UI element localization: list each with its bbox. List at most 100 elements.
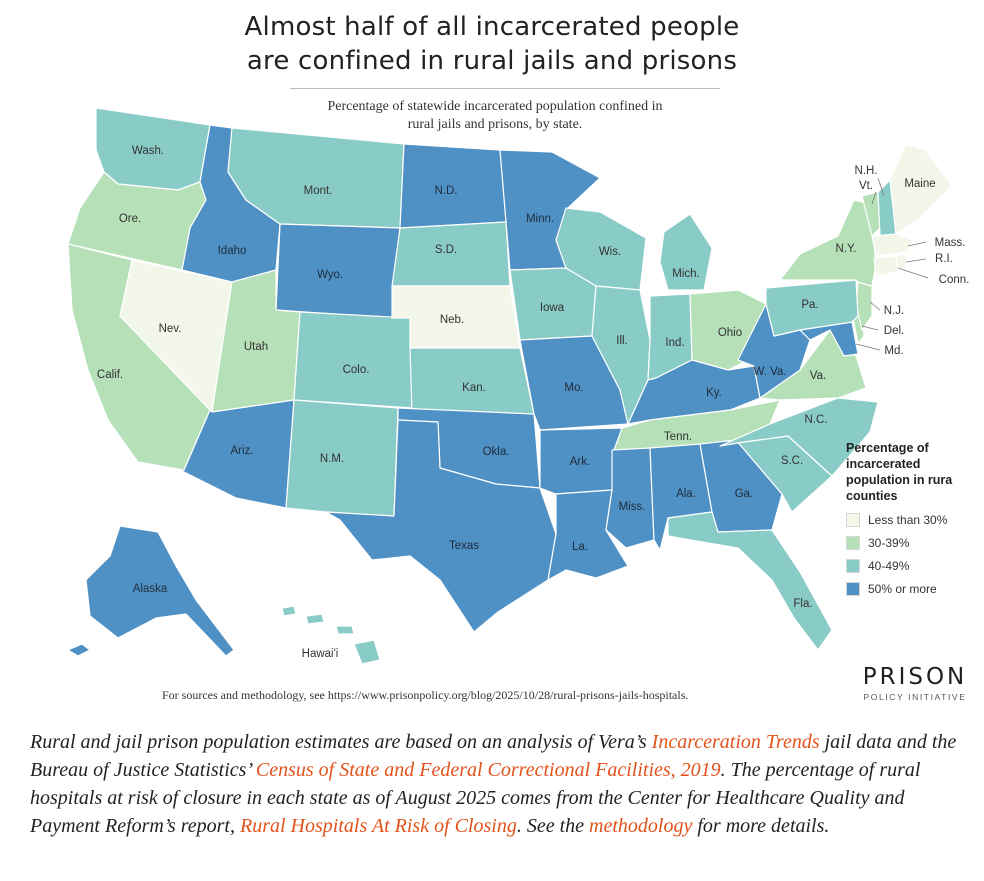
caption: Rural and jail prison population estimat… <box>30 728 970 840</box>
label-alaska: Alaska <box>133 583 168 595</box>
caption-text: jail data and the Bureau of Justice Stat… <box>30 731 957 781</box>
state-nc <box>719 397 879 477</box>
label-maine: Maine <box>904 178 935 190</box>
logo-main-text: PRISON <box>862 664 968 690</box>
label-nd: N.D. <box>435 185 458 197</box>
caption-text: for more details. <box>692 815 830 837</box>
label-nm: N.M. <box>320 453 344 465</box>
state-hawaii-3 <box>335 625 355 635</box>
state-hawaii-2 <box>305 613 325 625</box>
legend-item: 40-49% <box>846 559 976 573</box>
label-ind: Ind. <box>665 337 684 349</box>
label-nj: N.J. <box>884 305 904 317</box>
label-ohio: Ohio <box>718 327 742 339</box>
label-leader-lines <box>855 177 929 351</box>
label-nc: N.C. <box>805 414 828 426</box>
title-line-1: Almost half of all incarcerated people <box>244 12 740 42</box>
label-pa: Pa. <box>801 299 818 311</box>
legend-title-line-1: Percentage of <box>846 441 929 455</box>
label-ariz: Ariz. <box>231 445 254 457</box>
state-colo <box>293 311 413 409</box>
rural-hospitals-link[interactable]: Rural Hospitals At Risk of Closing <box>239 815 517 837</box>
label-va: Va. <box>810 370 826 382</box>
label-okla: Okla. <box>483 446 510 458</box>
source-note: For sources and methodology, see https:/… <box>162 688 689 702</box>
state-ny <box>779 199 877 287</box>
label-minn: Minn. <box>526 213 554 225</box>
legend-label: 40-49% <box>868 559 910 573</box>
label-texas: Texas <box>449 540 479 552</box>
leader-del <box>861 325 879 331</box>
leader-mass <box>907 241 927 247</box>
state-texas <box>325 419 557 633</box>
caption-text: . See the <box>516 815 590 837</box>
legend-item: 30-39% <box>846 536 976 550</box>
census-link[interactable]: Census of State and Federal Correctional… <box>255 759 721 781</box>
figure: Almost half of all incarcerated people a… <box>0 10 984 702</box>
us-choropleth-map: Wash. Ore. Calif. Nev. Idaho Mont. Wyo. … <box>67 107 969 665</box>
state-hawaii-1 <box>281 605 297 617</box>
leader-nh <box>877 177 885 197</box>
label-neb: Neb. <box>440 314 464 326</box>
title-line-2: are confined in rural jails and prisons <box>246 46 738 76</box>
label-nh: N.H. <box>855 165 878 177</box>
label-sd: S.D. <box>435 244 457 256</box>
state-labels: Wash. Ore. Calif. Nev. Idaho Mont. Wyo. … <box>97 145 969 660</box>
state-alaska-chain <box>67 643 91 657</box>
legend-title: Percentage of incarcerated population in… <box>846 440 976 504</box>
label-mont: Mont. <box>304 185 333 197</box>
prison-policy-logo: PRISON POLICY INITIATIVE <box>860 664 970 702</box>
map-title: Almost half of all incarcerated people a… <box>0 10 984 78</box>
legend-swatch <box>846 536 860 550</box>
label-iowa: Iowa <box>540 302 565 314</box>
label-wyo: Wyo. <box>317 269 343 281</box>
caption-text: Rural and jail prison population estimat… <box>30 731 652 753</box>
label-utah: Utah <box>244 341 268 353</box>
leader-conn <box>897 267 929 279</box>
state-miss <box>605 447 655 549</box>
legend-item: 50% or more <box>846 582 976 596</box>
subtitle-line-2: rural jails and prisons, by state. <box>407 117 583 132</box>
label-wva: W. Va. <box>753 366 786 378</box>
legend-title-line-3: population in rura <box>846 473 953 487</box>
leader-vt <box>871 191 877 205</box>
legend-title-line-2: incarcerated <box>846 457 921 471</box>
state-mich <box>659 213 713 291</box>
state-conn <box>873 255 899 277</box>
label-del: Del. <box>884 325 904 337</box>
label-kan: Kan. <box>462 382 486 394</box>
legend-label: Less than 30% <box>868 513 948 527</box>
label-conn: Conn. <box>939 274 970 286</box>
state-fla <box>667 511 833 651</box>
label-idaho: Idaho <box>218 245 247 257</box>
methodology-link[interactable]: methodology <box>589 815 693 837</box>
label-colo: Colo. <box>343 364 370 376</box>
state-kan <box>409 347 535 415</box>
title-divider <box>290 88 720 89</box>
label-md: Md. <box>884 345 903 357</box>
map-subtitle: Percentage of statewide incarcerated pop… <box>240 98 750 134</box>
label-fla: Fla. <box>793 598 812 610</box>
label-mo: Mo. <box>564 382 583 394</box>
legend-label: 30-39% <box>868 536 910 550</box>
map-legend: Percentage of incarcerated population in… <box>846 440 976 596</box>
label-ky: Ky. <box>706 387 722 399</box>
leader-nj <box>869 301 881 311</box>
label-mich: Mich. <box>672 268 699 280</box>
legend-item: Less than 30% <box>846 513 976 527</box>
leader-md <box>855 343 881 351</box>
logo-sub-text: POLICY INITIATIVE <box>863 692 967 702</box>
leader-ri <box>905 258 927 263</box>
label-la: La. <box>572 541 588 553</box>
state-mass <box>871 233 913 257</box>
incarceration-trends-link[interactable]: Incarceration Trends <box>651 731 820 753</box>
label-ga: Ga. <box>735 488 754 500</box>
label-hawaii: Hawai'i <box>302 648 339 660</box>
state-pa <box>765 279 859 337</box>
label-sc: S.C. <box>781 455 803 467</box>
state-alaska <box>85 525 235 657</box>
label-ala: Ala. <box>676 488 696 500</box>
label-miss: Miss. <box>619 501 646 513</box>
legend-label: 50% or more <box>868 582 937 596</box>
caption-text: . The percentage of rural hospitals at r… <box>30 759 921 837</box>
